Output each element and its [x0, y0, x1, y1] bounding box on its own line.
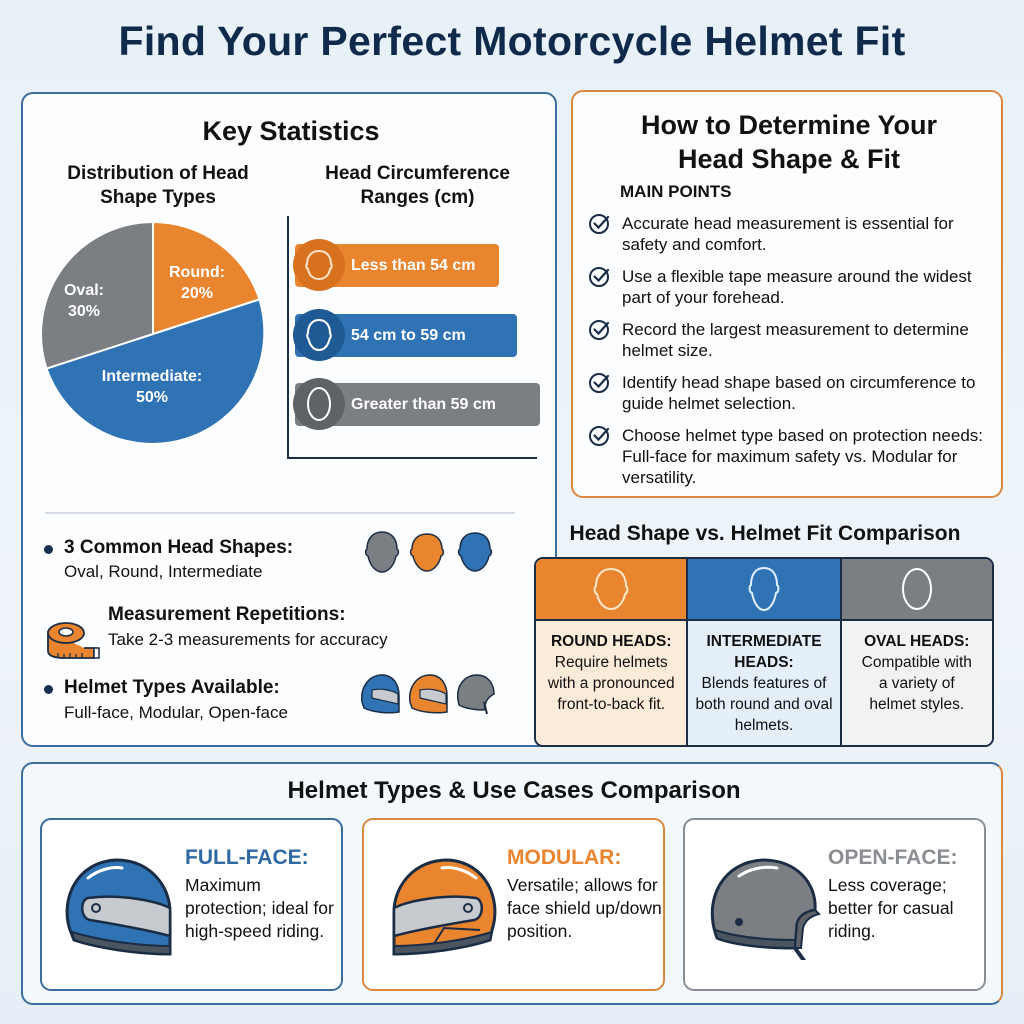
pie-slice-round	[152, 220, 261, 336]
main-point-item: Choose helmet type based on protection n…	[587, 425, 997, 488]
head-shape-pie-chart: Round: 20% Intermediate: 50% Oval: 30%	[39, 220, 267, 448]
comparison-label: ROUND HEADS:	[550, 633, 672, 650]
helmet-card-desc: Versatile; allows for face shield up/dow…	[507, 875, 662, 941]
main-point-item: Identify head shape based on circumferen…	[587, 372, 997, 414]
how-to-title: How to Determine Your Head Shape & Fit	[640, 110, 938, 174]
head-shapes-icons	[365, 531, 493, 573]
full-face-helmet-small-icon	[361, 674, 400, 714]
intermediate-head-outline-icon	[748, 566, 780, 612]
comparison-column-round: ROUND HEADS: Require helmets with a pron…	[536, 559, 689, 745]
fact-measurement-detail: Take 2-3 measurements for accuracy	[108, 630, 388, 649]
comparison-desc: Require helmets with a pronounced front-…	[547, 654, 675, 713]
check-circle-icon	[589, 214, 610, 234]
helmet-card-name: MODULAR:	[507, 846, 622, 869]
key-statistics-panel: Key Statistics Distribution of Head Shap…	[21, 92, 557, 747]
helmet-card-desc: Maximum protection; ideal for high-speed…	[185, 875, 334, 941]
helmet-card-name: OPEN-FACE:	[828, 846, 958, 869]
pie-label-intermediate: Intermediate: 50%	[101, 368, 203, 406]
comparison-column-intermediate: INTERMEDIATE HEADS: Blends features of b…	[688, 559, 842, 745]
intermediate-head-icon	[293, 309, 345, 361]
fact-measurement-heading: Measurement Repetitions:	[108, 604, 346, 625]
range-bar-less-than-54: Less than 54 cm	[293, 239, 499, 291]
comparison-desc: Compatible with a variety of helmet styl…	[861, 654, 972, 713]
comparison-column-oval: OVAL HEADS: Compatible with a variety of…	[841, 559, 992, 745]
pie-chart-title: Distribution of Head Shape Types	[67, 163, 249, 208]
head-shape-comparison-table: ROUND HEADS: Require helmets with a pron…	[534, 557, 994, 747]
helmet-card-full-face: FULL-FACE: Maximum protection; ideal for…	[40, 818, 343, 991]
main-point-item: Use a flexible tape measure around the w…	[587, 266, 997, 308]
bullet-icon	[44, 685, 53, 694]
helmet-types-title: Helmet Types & Use Cases Comparison	[287, 777, 741, 804]
range-bar-54-to-59: 54 cm to 59 cm	[293, 309, 517, 361]
oval-head-outline-icon	[901, 568, 932, 610]
open-face-helmet-icon	[710, 858, 821, 960]
main-point-item: Accurate head measurement is essential f…	[587, 213, 997, 255]
round-head-outline-icon	[593, 567, 629, 611]
modular-helmet-small-icon	[409, 674, 448, 714]
helmet-card-open-face: OPEN-FACE: Less coverage; better for cas…	[683, 818, 986, 991]
tape-measure-icon	[47, 622, 100, 659]
section-divider	[45, 512, 515, 514]
page-title: Find Your Perfect Motorcycle Helmet Fit	[118, 18, 906, 64]
how-to-determine-panel: How to Determine Your Head Shape & Fit M…	[571, 90, 1003, 498]
ranges-axis-horizontal	[287, 457, 537, 459]
comparison-title: Head Shape vs. Helmet Fit Comparison	[569, 522, 961, 545]
round-head-icon	[293, 239, 345, 291]
ranges-chart-title: Head Circumference Ranges (cm)	[325, 163, 510, 208]
pie-slice-intermediate	[45, 298, 266, 445]
full-face-helmet-icon	[65, 858, 172, 956]
helmet-card-desc: Less coverage; better for casual riding.	[828, 875, 954, 941]
range-bar-greater-than-59: Greater than 59 cm	[293, 378, 540, 430]
ranges-axis-vertical	[287, 216, 289, 458]
comparison-label: OVAL HEADS:	[864, 633, 970, 650]
helmet-card-name: FULL-FACE:	[185, 846, 309, 869]
pie-label-round: Round: 20%	[169, 264, 225, 302]
check-circle-icon	[589, 267, 610, 287]
fact-helmet-types-heading: Helmet Types Available:	[64, 677, 280, 698]
helmet-types-panel: Helmet Types & Use Cases Comparison FULL…	[21, 762, 1003, 1005]
fact-head-shapes-heading: 3 Common Head Shapes:	[64, 537, 294, 558]
comparison-desc: Blends features of both round and oval h…	[695, 675, 833, 734]
check-circle-icon	[589, 426, 610, 446]
pie-label-oval: Oval: 30%	[63, 282, 104, 320]
pie-slice-oval	[40, 220, 154, 370]
main-points-label: MAIN POINTS	[620, 182, 732, 201]
open-face-helmet-small-icon	[457, 674, 495, 715]
helmet-types-icons	[361, 674, 495, 715]
bullet-icon	[44, 545, 53, 554]
oval-head-icon	[293, 378, 345, 430]
oval-head-silhouette-icon	[365, 531, 400, 573]
check-circle-icon	[589, 373, 610, 393]
modular-helmet-icon	[392, 858, 497, 956]
intermediate-head-silhouette-icon	[457, 532, 493, 572]
helmet-card-modular: MODULAR: Versatile; allows for face shie…	[362, 818, 665, 991]
comparison-label: INTERMEDIATE HEADS:	[706, 633, 822, 671]
fact-helmet-types-detail: Full-face, Modular, Open-face	[64, 703, 288, 722]
check-circle-icon	[589, 320, 610, 340]
round-head-silhouette-icon	[409, 533, 445, 572]
key-statistics-title: Key Statistics	[202, 116, 380, 146]
fact-head-shapes-detail: Oval, Round, Intermediate	[64, 562, 263, 581]
main-point-item: Record the largest measurement to determ…	[587, 319, 997, 361]
